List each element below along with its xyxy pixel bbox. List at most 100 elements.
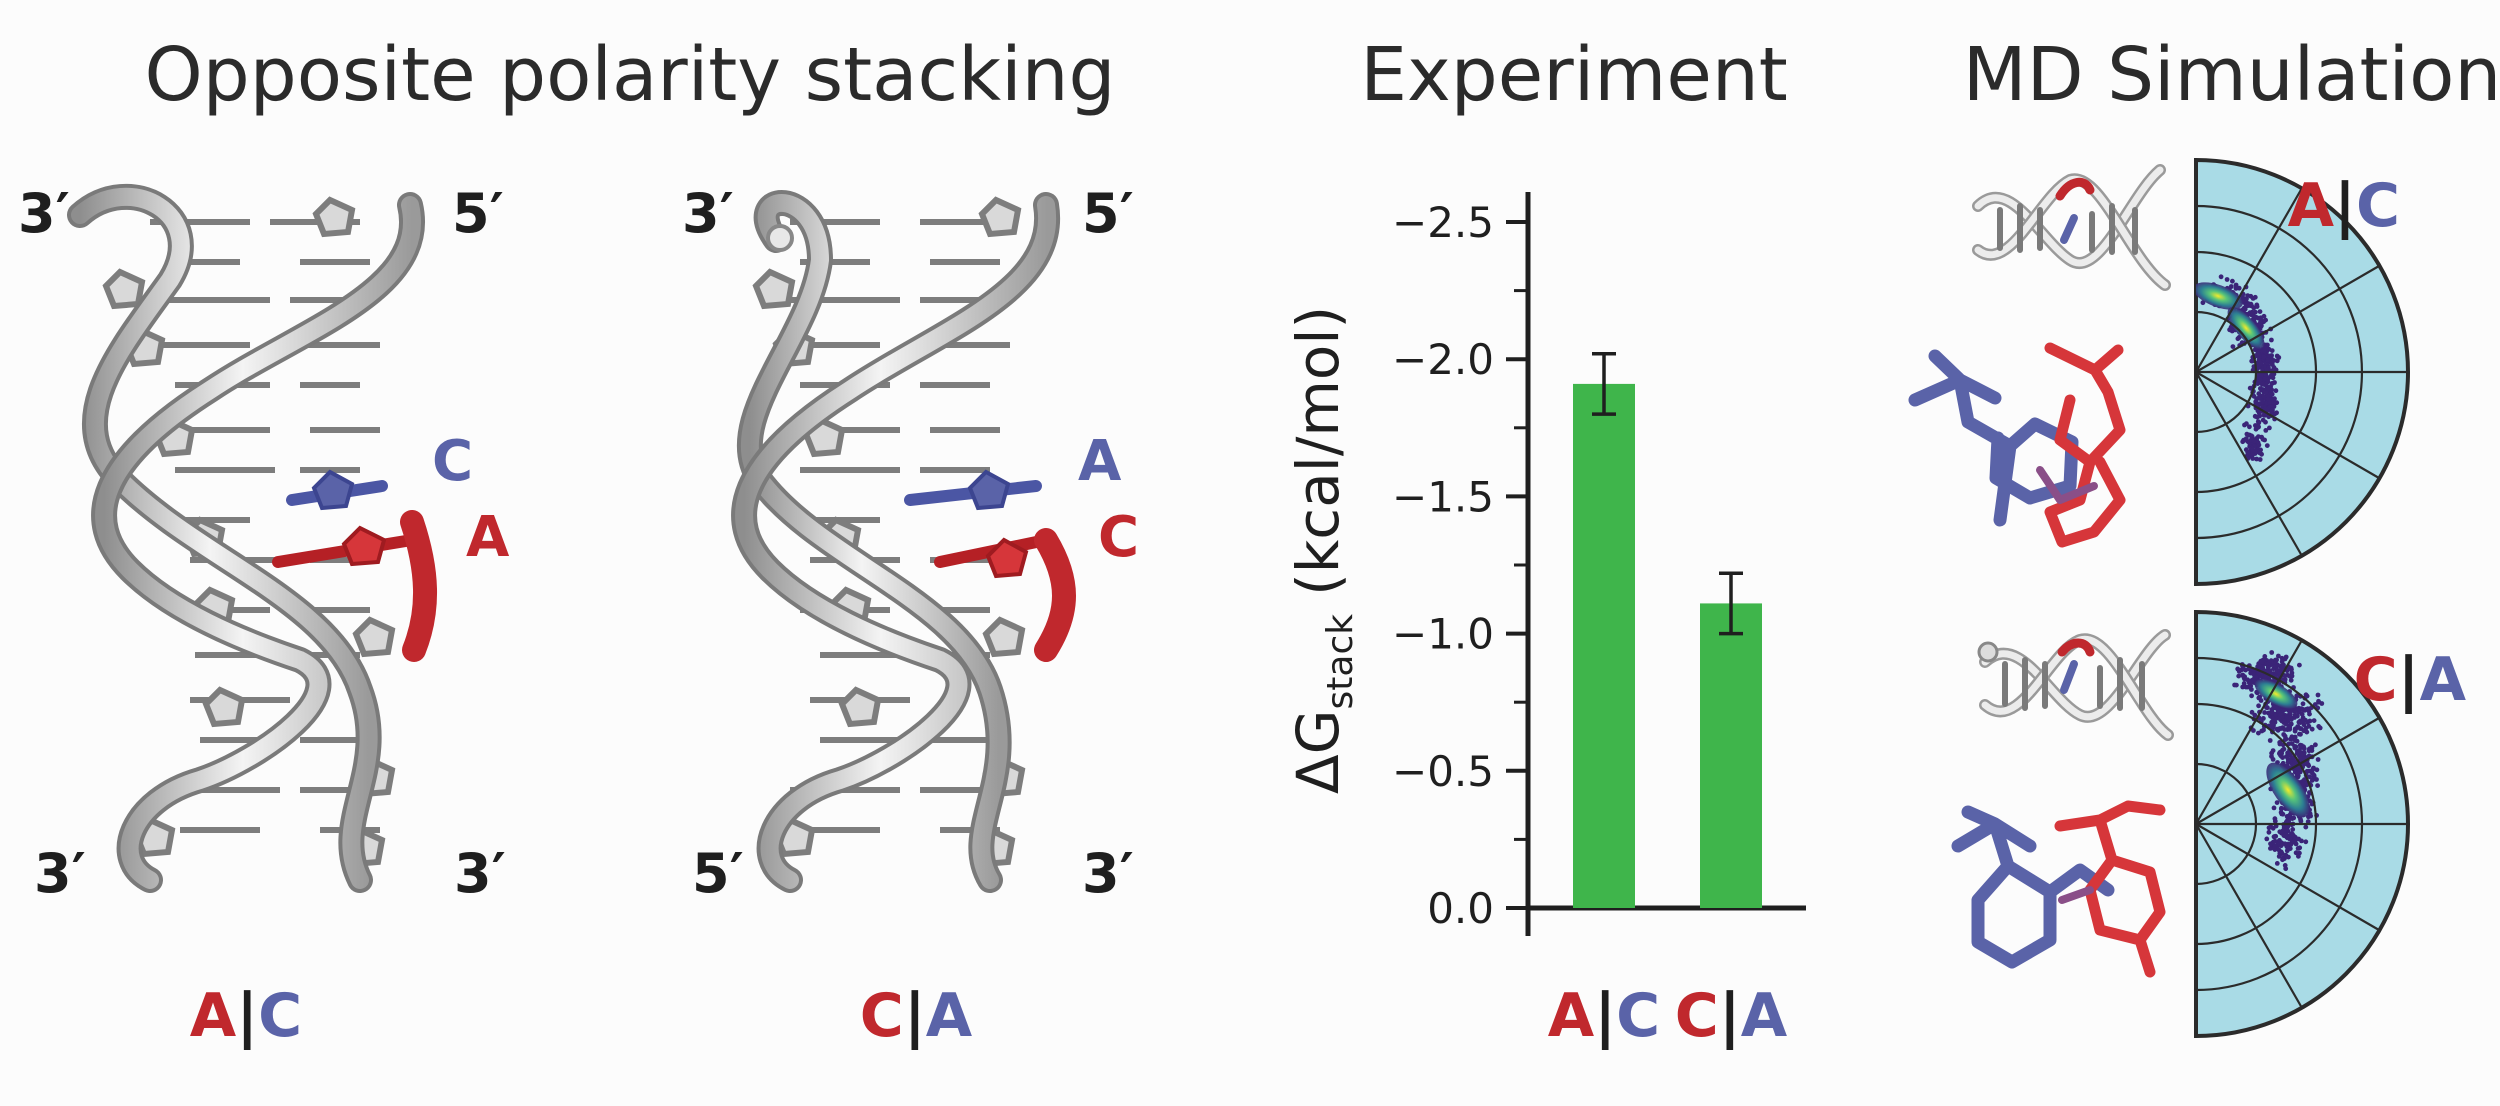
density-point <box>2255 422 2261 428</box>
density-point <box>2263 381 2269 387</box>
end-label-top-right: 5′ <box>1082 182 1134 245</box>
density-point <box>2278 843 2284 849</box>
density-point <box>2245 677 2251 683</box>
density-point <box>2274 800 2280 805</box>
density-point <box>2272 838 2278 844</box>
density-point <box>2285 756 2291 762</box>
panel-title-experiment: Experiment <box>1360 32 1788 118</box>
density-point <box>2272 380 2277 385</box>
density-point <box>2301 722 2307 728</box>
density-point <box>2269 650 2275 655</box>
density-point <box>2274 726 2280 732</box>
pair-label-structure-1: A|C <box>190 981 302 1051</box>
end-label-bottom-left: 3′ <box>34 842 86 905</box>
density-point <box>2259 659 2265 665</box>
x-category-label: A|C <box>1548 981 1660 1051</box>
density-point <box>2274 400 2280 406</box>
density-point <box>2311 773 2317 779</box>
density-point <box>2310 766 2316 772</box>
density-point <box>2244 296 2249 302</box>
density-point <box>2256 730 2261 736</box>
density-point <box>2307 711 2312 717</box>
density-point <box>2240 439 2246 445</box>
density-point <box>2297 731 2302 737</box>
end-label-bottom-right: 3′ <box>454 842 506 905</box>
pair-label-structure-2: C|A <box>860 981 973 1051</box>
density-point <box>2266 829 2272 835</box>
end-label-top-right: 5′ <box>452 182 504 245</box>
density-point <box>2230 278 2235 284</box>
density-point <box>2303 839 2309 845</box>
density-point <box>2289 667 2294 672</box>
mini-helix-1 <box>1972 164 2171 291</box>
density-point <box>2304 768 2310 774</box>
density-point <box>2297 720 2303 725</box>
y-tick-label: −2.0 <box>1392 335 1494 384</box>
density-point <box>2260 399 2266 405</box>
density-point <box>2274 353 2280 359</box>
density-point <box>2236 285 2242 291</box>
stacked-bases-1 <box>1908 342 2126 548</box>
md-panel-1: A|C <box>1908 157 2410 587</box>
density-point <box>2260 417 2266 423</box>
y-tick-label: 0.0 <box>1427 884 1494 933</box>
y-tick-label: −2.5 <box>1392 198 1494 247</box>
density-point <box>2244 431 2250 437</box>
density-point <box>2252 413 2258 419</box>
density-point <box>2295 770 2301 776</box>
density-point <box>2290 827 2296 832</box>
density-point <box>2256 395 2262 401</box>
density-point <box>2256 364 2261 369</box>
bar-1 <box>1573 383 1635 908</box>
density-point <box>2245 301 2251 307</box>
density-point <box>2278 667 2284 673</box>
density-point <box>2243 447 2249 453</box>
density-point <box>2256 671 2262 676</box>
end-label-bottom-left: 5′ <box>692 842 744 905</box>
density-point <box>2264 443 2270 448</box>
density-point <box>2315 757 2321 762</box>
density-point <box>2268 841 2273 847</box>
density-point <box>2250 296 2256 301</box>
density-point <box>2292 734 2298 740</box>
density-point <box>2304 729 2310 735</box>
density-point <box>2252 315 2258 321</box>
highlighted-base-blue <box>904 469 1042 511</box>
density-point <box>2319 701 2325 706</box>
density-point <box>2270 721 2276 727</box>
density-point <box>2270 757 2276 762</box>
density-point <box>2262 376 2268 382</box>
y-tick-label: −1.5 <box>1392 472 1494 521</box>
base-label-lower: C <box>1098 505 1139 570</box>
density-point <box>2270 715 2275 720</box>
density-point <box>2257 309 2263 314</box>
density-point <box>2263 390 2269 395</box>
density-point <box>2266 710 2272 716</box>
density-point <box>2282 863 2288 868</box>
density-point <box>2287 673 2293 679</box>
density-point <box>2271 805 2277 811</box>
density-point <box>2294 738 2300 744</box>
density-point <box>2307 774 2313 780</box>
density-point <box>2258 320 2263 325</box>
density-point <box>2272 818 2278 824</box>
density-point <box>2295 846 2301 851</box>
density-point <box>2273 833 2279 839</box>
density-point <box>2268 355 2274 361</box>
y-tick-label: −0.5 <box>1392 747 1494 796</box>
density-point <box>2249 309 2255 315</box>
density-point <box>2304 761 2310 767</box>
density-point <box>2247 385 2253 391</box>
density-point <box>2249 687 2254 692</box>
density-point <box>2307 718 2313 724</box>
density-point <box>2290 833 2296 838</box>
density-point <box>2294 693 2300 699</box>
density-hotspot <box>2196 282 2243 310</box>
highlighted-base-red <box>934 528 1076 662</box>
density-point <box>2250 671 2256 676</box>
density-point <box>2293 850 2299 856</box>
md-label-2: C|A <box>2354 645 2467 715</box>
density-point <box>2255 419 2261 424</box>
density-point <box>2295 748 2300 754</box>
density-point <box>2268 658 2274 664</box>
